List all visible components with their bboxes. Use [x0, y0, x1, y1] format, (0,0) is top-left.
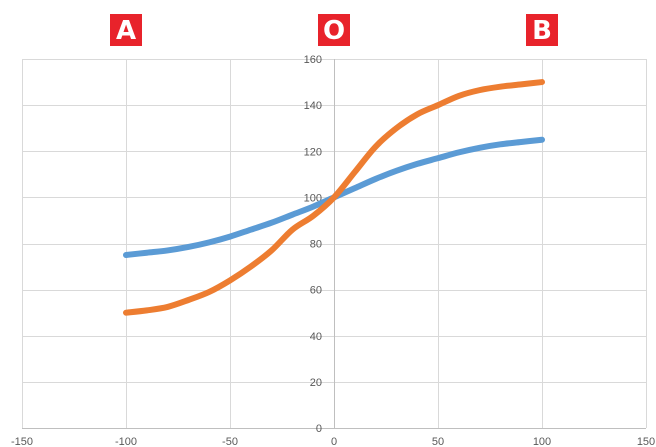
badge-box [110, 14, 142, 46]
y-tick-label: 20 [310, 377, 322, 389]
badge-box [526, 14, 558, 46]
x-tick-label: 150 [637, 436, 655, 447]
x-tick-label: -50 [222, 436, 238, 447]
y-tick-label: 60 [310, 285, 322, 297]
y-tick-label: 80 [310, 239, 322, 251]
series-lines [123, 79, 545, 316]
y-tick-label: 100 [304, 192, 322, 204]
x-tick-label: 0 [331, 436, 337, 447]
badge-label: O [323, 16, 345, 46]
y-tick-labels: 0 20 40 60 80 100 120 140 160 [304, 54, 322, 435]
axes [22, 59, 646, 429]
y-tick-label: 40 [310, 331, 322, 343]
badge-label: B [532, 16, 552, 46]
annotation-badge-o: O [318, 14, 350, 46]
badge-label: A [116, 16, 136, 46]
x-tick-label: -150 [11, 436, 33, 447]
annotation-badge-a: A [110, 14, 142, 46]
x-tick-labels: -150 -100 -50 0 50 100 150 [11, 436, 655, 447]
annotation-badge-b: B [526, 14, 558, 46]
y-tick-label: 0 [316, 423, 322, 435]
y-tick-label: 160 [304, 54, 322, 66]
badge-box [318, 14, 350, 46]
x-tick-label: 100 [533, 436, 551, 447]
series-line-2 [123, 79, 545, 316]
x-tick-label: -100 [115, 436, 137, 447]
y-tick-label: 120 [304, 146, 322, 158]
y-tick-label: 140 [304, 100, 322, 112]
x-tick-label: 50 [432, 436, 444, 447]
